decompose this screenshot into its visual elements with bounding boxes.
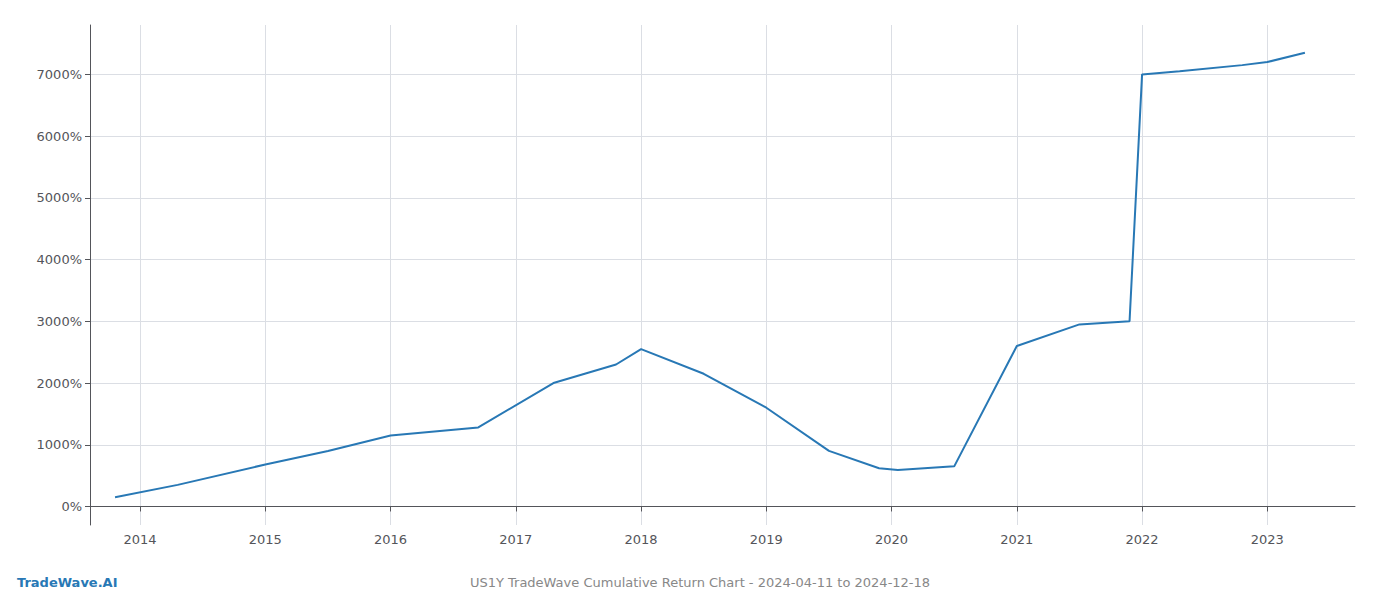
svg-text:2020: 2020 bbox=[875, 532, 908, 547]
svg-text:6000%: 6000% bbox=[37, 129, 82, 144]
svg-text:7000%: 7000% bbox=[37, 67, 82, 82]
svg-text:2018: 2018 bbox=[625, 532, 658, 547]
svg-text:2023: 2023 bbox=[1251, 532, 1284, 547]
svg-text:2017: 2017 bbox=[499, 532, 532, 547]
svg-text:2016: 2016 bbox=[374, 532, 407, 547]
svg-text:0%: 0% bbox=[61, 499, 82, 514]
svg-text:5000%: 5000% bbox=[37, 190, 82, 205]
svg-text:2000%: 2000% bbox=[37, 376, 82, 391]
svg-text:1000%: 1000% bbox=[37, 437, 82, 452]
svg-text:2021: 2021 bbox=[1000, 532, 1033, 547]
svg-text:2014: 2014 bbox=[124, 532, 157, 547]
svg-text:2022: 2022 bbox=[1126, 532, 1159, 547]
svg-text:2015: 2015 bbox=[249, 532, 282, 547]
svg-text:TradeWave.AI: TradeWave.AI bbox=[17, 575, 118, 590]
svg-text:3000%: 3000% bbox=[37, 314, 82, 329]
svg-text:4000%: 4000% bbox=[37, 252, 82, 267]
svg-text:US1Y TradeWave Cumulative Retu: US1Y TradeWave Cumulative Return Chart -… bbox=[470, 575, 930, 590]
svg-text:2019: 2019 bbox=[750, 532, 783, 547]
